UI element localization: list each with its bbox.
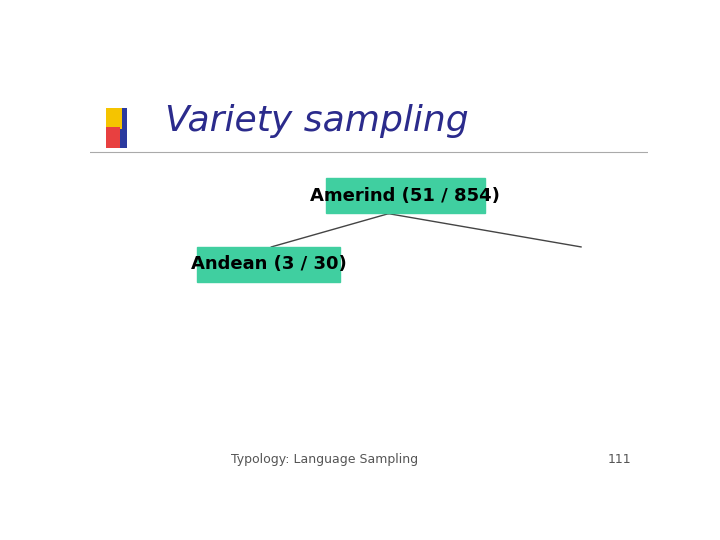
FancyBboxPatch shape bbox=[325, 178, 485, 213]
FancyBboxPatch shape bbox=[197, 247, 340, 282]
Text: Typology: Language Sampling: Typology: Language Sampling bbox=[231, 453, 418, 466]
FancyBboxPatch shape bbox=[106, 109, 122, 129]
FancyBboxPatch shape bbox=[106, 127, 120, 148]
Text: Variety sampling: Variety sampling bbox=[166, 104, 469, 138]
Text: 111: 111 bbox=[608, 453, 631, 466]
FancyBboxPatch shape bbox=[106, 109, 127, 148]
Text: Andean (3 / 30): Andean (3 / 30) bbox=[191, 255, 346, 273]
Text: Amerind (51 / 854): Amerind (51 / 854) bbox=[310, 187, 500, 205]
